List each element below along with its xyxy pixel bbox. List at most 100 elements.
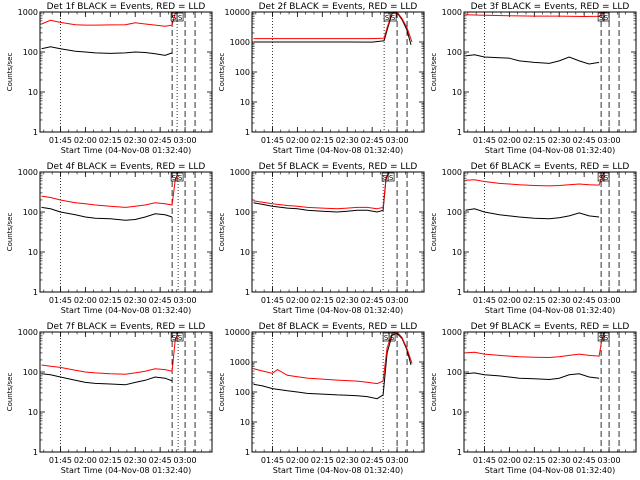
x-tick-label: 02:30 [124,136,147,145]
panel-title: Det 7f BLACK = Events, RED = LLD [47,322,206,332]
x-tick-label: 02:45 [149,296,172,305]
marker-box [597,332,605,342]
x-tick-label: 01:45 [261,136,284,145]
x-tick-label: 02:00 [286,136,309,145]
y-tick-label: 10 [28,88,38,97]
events-series-line [465,208,600,220]
x-tick-label: 02:15 [311,456,334,465]
y-axis-label: Counts/sec [6,373,14,412]
y-tick-label: 1 [33,448,38,457]
marker-label: S [383,174,388,182]
y-axis-label: Counts/sec [218,373,226,412]
lld-series-line [41,332,179,375]
panel-title: Det 4f BLACK = Events, RED = LLD [47,162,206,172]
x-tick-label: 02:15 [523,296,546,305]
y-tick-label: 100 [23,208,38,217]
x-tick-label: 02:30 [548,136,571,145]
chart-panel-2: Det 2f BLACK = Events, RED = LLD Counts/s… [218,2,425,155]
x-tick-label: 03:00 [174,136,197,145]
y-tick-label: 1000 [442,8,462,17]
x-tick-label: 02:30 [336,456,359,465]
plot-frame [251,331,425,453]
x-tick-label: 03:00 [598,296,621,305]
lld-series-line [465,12,607,18]
x-axis-label: Start Time (04-Nov-08 01:32:40) [485,466,615,475]
marker-box [602,172,610,182]
x-tick-label: 02:15 [311,136,334,145]
y-tick-label: 1000 [18,8,38,17]
y-tick-label: 1 [457,128,462,137]
x-axis-label: Start Time (04-Nov-08 01:32:40) [485,306,615,315]
marker-label: S [389,174,394,182]
marker-label: S [390,334,395,342]
marker-label: S [391,14,396,22]
x-tick-label: 02:45 [149,136,172,145]
events-series-line [253,172,390,213]
chart-panel-1: Det 1f BLACK = Events, RED = LLD Counts/s… [6,2,213,155]
y-axis-label: Counts/sec [430,373,438,412]
plot-frame [251,11,425,133]
x-tick-label: 02:15 [99,296,122,305]
marker-box [602,332,610,342]
plot-frame [463,11,637,133]
y-tick-label: 100 [447,48,462,57]
y-tick-label: 10 [28,408,38,417]
panel-title: Det 6f BLACK = Events, RED = LLD [471,162,630,172]
x-tick-label: 02:45 [361,296,384,305]
lld-series-line [41,172,179,208]
events-series-line [41,46,173,56]
chart-panel-9: Det 9f BLACK = Events, RED = LLD Counts/s… [430,322,637,475]
marker-box [176,172,184,182]
y-axis-label: Counts/sec [430,213,438,252]
x-tick-label: 02:30 [336,136,359,145]
marker-label: S [178,14,183,22]
marker-label: S [604,14,609,22]
x-tick-label: 03:00 [386,136,409,145]
x-tick-label: 01:45 [49,296,72,305]
y-tick-label: 1 [33,288,38,297]
y-tick-label: 1 [245,128,250,137]
marker-box [389,12,397,22]
y-tick-label: 100 [447,208,462,217]
y-tick-label: 100 [235,68,250,77]
y-tick-label: 100 [235,388,250,397]
marker-label: S [604,334,609,342]
x-tick-label: 02:00 [286,296,309,305]
events-series-line [465,372,600,381]
x-tick-label: 02:00 [74,456,97,465]
y-axis-label: Counts/sec [218,213,226,252]
y-tick-label: 1000 [18,168,38,177]
x-tick-label: 02:15 [311,296,334,305]
chart-panel-5: Det 5f BLACK = Events, RED = LLD Counts/s… [218,162,425,315]
x-tick-label: 02:45 [361,456,384,465]
y-tick-label: 10 [240,248,250,257]
x-tick-label: 01:45 [49,136,72,145]
x-tick-label: 02:30 [548,296,571,305]
y-tick-label: 10 [28,248,38,257]
marker-box [388,332,396,342]
marker-label: S [384,334,389,342]
panel-title: Det 8f BLACK = Events, RED = LLD [259,322,418,332]
marker-box [597,12,605,22]
x-tick-label: 03:00 [386,296,409,305]
y-tick-label: 1 [457,448,462,457]
x-tick-label: 02:30 [124,456,147,465]
x-axis-label: Start Time (04-Nov-08 01:32:40) [61,146,191,155]
x-tick-label: 01:45 [473,136,496,145]
marker-label: S [172,334,177,342]
y-tick-label: 1000 [442,168,462,177]
x-axis-label: Start Time (04-Nov-08 01:32:40) [61,466,191,475]
lld-series-line [253,172,390,210]
marker-label: S [599,174,604,182]
x-tick-label: 02:15 [99,456,122,465]
panel-title: Det 9f BLACK = Events, RED = LLD [471,322,630,332]
x-tick-label: 03:00 [386,456,409,465]
y-tick-label: 1 [457,288,462,297]
x-tick-label: 01:45 [261,296,284,305]
panel-title: Det 2f BLACK = Events, RED = LLD [259,2,418,12]
x-tick-label: 02:00 [74,296,97,305]
marker-label: S [172,14,177,22]
x-axis-label: Start Time (04-Nov-08 01:32:40) [485,146,615,155]
lld-series-line [41,12,179,27]
